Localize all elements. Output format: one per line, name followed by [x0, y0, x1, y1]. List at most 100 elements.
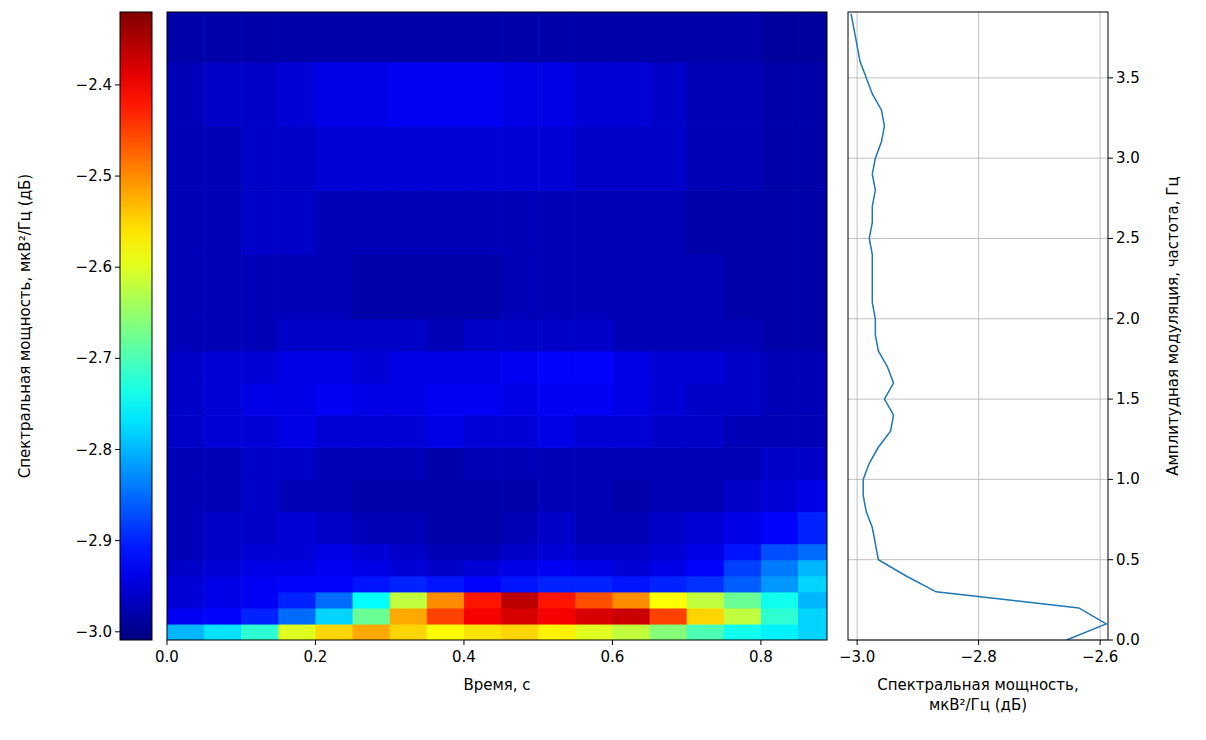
heatmap-cell — [315, 126, 353, 191]
y-tick-label: 0.0 — [1116, 631, 1140, 649]
grid-line — [848, 559, 1108, 560]
heatmap-cell — [724, 351, 762, 384]
heatmap-cell — [798, 12, 827, 62]
heatmap-cell — [687, 126, 725, 191]
heatmap-cell — [464, 479, 502, 512]
heatmap-cell — [538, 62, 576, 127]
x-tick-label: 0.0 — [155, 648, 179, 666]
heatmap-cell — [761, 447, 799, 480]
heatmap-cell — [724, 415, 762, 448]
heatmap-cell — [353, 624, 391, 640]
heatmap-cell — [761, 351, 799, 384]
heatmap-cell — [278, 479, 316, 512]
heatmap-cell — [575, 383, 613, 416]
heatmap-cell — [167, 319, 205, 352]
heatmap-cell — [427, 255, 465, 320]
heatmap-cell — [241, 383, 279, 416]
heatmap-cell — [315, 190, 353, 255]
x-tick-label: 0.8 — [749, 648, 773, 666]
heatmap-cell — [501, 512, 539, 545]
heatmap-cell — [167, 351, 205, 384]
heatmap-cell — [427, 479, 465, 512]
heatmap-cell — [167, 512, 205, 545]
heatmap-cell — [761, 479, 799, 512]
heatmap-cell — [798, 190, 827, 255]
heatmap-cell — [501, 624, 539, 640]
colorbar-tick-label: −2.5 — [76, 167, 112, 185]
colorbar-tick — [115, 449, 120, 450]
heatmap-cell — [612, 351, 650, 384]
heatmap-cell — [204, 592, 242, 609]
heatmap-cell — [315, 319, 353, 352]
heatmap-cell — [204, 351, 242, 384]
heatmap-cell — [241, 351, 279, 384]
heatmap-cell — [464, 512, 502, 545]
heatmap-cell — [575, 544, 613, 561]
heatmap-cell — [612, 544, 650, 561]
x-tick-label: 0.6 — [601, 648, 625, 666]
x-tick — [978, 640, 979, 645]
heatmap-cell — [798, 447, 827, 480]
heatmap-cell — [241, 624, 279, 640]
heatmap-cell — [241, 512, 279, 545]
heatmap-cell — [650, 383, 688, 416]
heatmap-cell — [353, 255, 391, 320]
heatmap-cell — [241, 479, 279, 512]
heatmap-cell — [278, 544, 316, 561]
heatmap-cell — [761, 190, 799, 255]
heatmap-cell — [538, 544, 576, 561]
grid-line — [848, 479, 1108, 480]
heatmap-cell — [390, 126, 428, 191]
x-tick — [167, 640, 168, 645]
heatmap-cell — [464, 592, 502, 609]
colorbar-tick-label: −2.6 — [76, 258, 112, 276]
heatmap-cell — [241, 560, 279, 577]
heatmap-cell — [612, 447, 650, 480]
heatmap-cell — [501, 592, 539, 609]
heatmap-cell — [390, 12, 428, 62]
heatmap-cell — [427, 624, 465, 640]
colorbar-tick — [115, 358, 120, 359]
heatmap-cell — [650, 351, 688, 384]
x-tick — [857, 640, 858, 645]
heatmap-cell — [167, 479, 205, 512]
grid-line — [848, 77, 1108, 78]
heatmap-cell — [612, 126, 650, 191]
heatmap-cell — [315, 12, 353, 62]
heatmap-cell — [687, 544, 725, 561]
x-tick-label: 0.2 — [304, 648, 328, 666]
heatmap-cell — [687, 447, 725, 480]
heatmap-cell — [353, 383, 391, 416]
heatmap-cell — [761, 624, 799, 640]
heatmap-cell — [278, 319, 316, 352]
heatmap-cell — [687, 624, 725, 640]
heatmap-cell — [427, 608, 465, 625]
heatmap-cell — [612, 512, 650, 545]
heatmap-cell — [575, 479, 613, 512]
heatmap-cell — [724, 512, 762, 545]
heatmap-cell — [612, 319, 650, 352]
heatmap-cell — [798, 255, 827, 320]
heatmap-cell — [315, 447, 353, 480]
heatmap-cell — [278, 126, 316, 191]
heatmap-cell — [204, 415, 242, 448]
heatmap-cell — [761, 544, 799, 561]
heatmap-cell — [761, 592, 799, 609]
heatmap-cell — [167, 62, 205, 127]
heatmap-cell — [612, 190, 650, 255]
heatmap-cell — [464, 560, 502, 577]
heatmap-cell — [390, 62, 428, 127]
heatmap-cell — [167, 383, 205, 416]
x-tick — [1100, 640, 1101, 645]
heatmap-cell — [204, 624, 242, 640]
heatmap-cell — [724, 544, 762, 561]
heatmap-cell — [390, 592, 428, 609]
heatmap-cell — [575, 12, 613, 62]
heatmap-cell — [612, 608, 650, 625]
heatmap-cell — [501, 126, 539, 191]
heatmap-cell — [427, 560, 465, 577]
heatmap-cell — [798, 576, 827, 593]
heatmap-cell — [167, 576, 205, 593]
heatmap-cell — [724, 12, 762, 62]
heatmap-cell — [687, 608, 725, 625]
